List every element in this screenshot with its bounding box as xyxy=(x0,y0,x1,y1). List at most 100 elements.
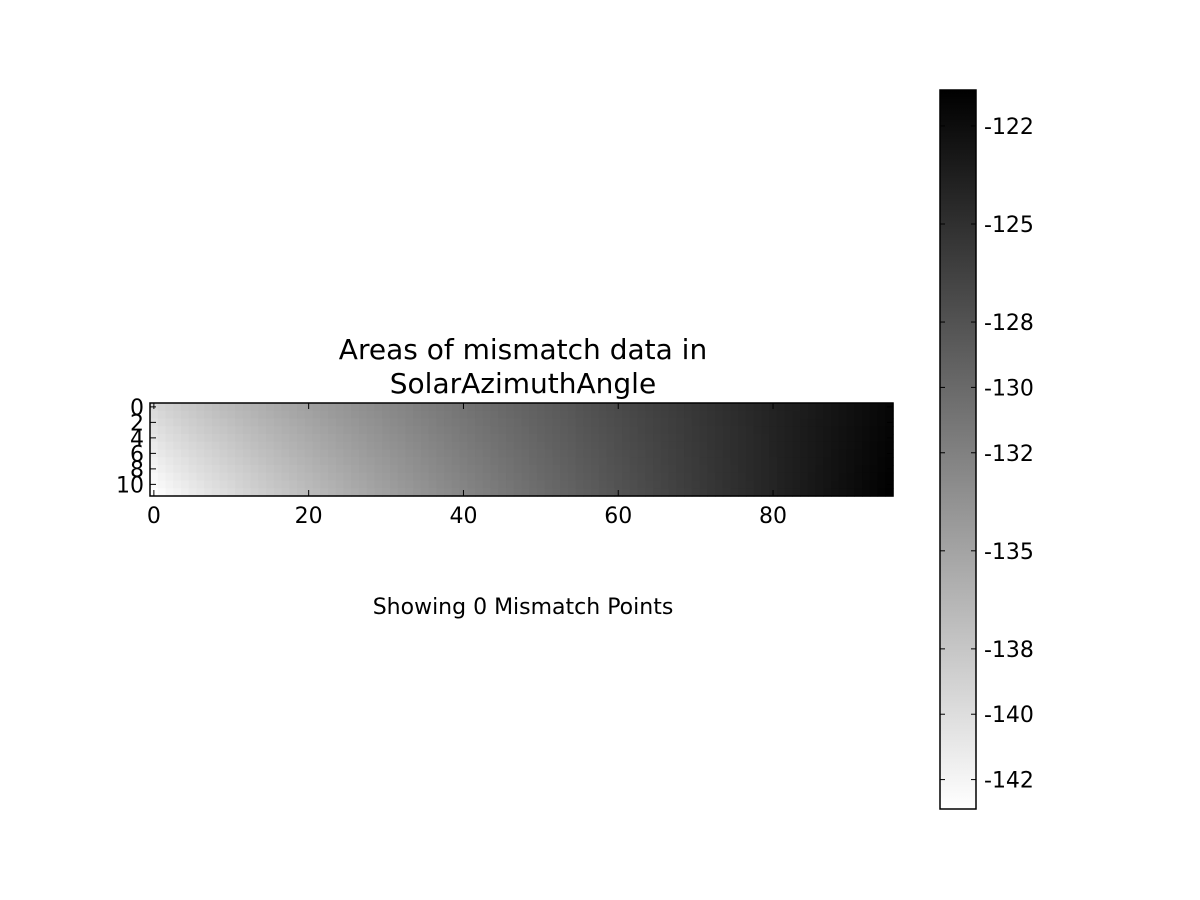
heatmap-cell xyxy=(444,449,453,458)
heatmap-cell xyxy=(823,441,832,451)
heatmap-cell xyxy=(312,434,321,443)
heatmap-cell xyxy=(691,457,701,466)
heatmap-cell xyxy=(738,465,747,474)
heatmap-cell xyxy=(676,488,685,497)
heatmap-cell xyxy=(792,472,801,482)
heatmap-cell xyxy=(451,403,461,412)
heatmap-cell xyxy=(227,434,236,443)
heatmap-cell xyxy=(258,426,267,435)
heatmap-cell xyxy=(482,418,492,427)
heatmap-cell xyxy=(219,403,228,412)
heatmap-cell xyxy=(815,403,824,412)
heatmap-cell xyxy=(622,465,631,474)
heatmap-cell xyxy=(250,488,259,497)
heatmap-cell xyxy=(451,418,461,427)
heatmap-cell xyxy=(227,410,236,420)
heatmap-cell xyxy=(475,441,484,451)
heatmap-cell xyxy=(413,449,422,458)
heatmap-cell xyxy=(242,472,252,482)
heatmap-cell xyxy=(273,434,283,443)
heatmap-cell xyxy=(211,434,221,443)
heatmap-cell xyxy=(823,410,832,420)
heatmap-cell xyxy=(513,403,523,412)
heatmap-cell xyxy=(560,403,569,412)
heatmap-cell xyxy=(552,410,561,420)
heatmap-cell xyxy=(165,434,174,443)
heatmap-cell xyxy=(668,441,677,451)
heatmap-cell xyxy=(730,488,739,497)
heatmap-cell xyxy=(219,441,228,451)
heatmap-cell xyxy=(405,418,414,427)
heatmap-cell xyxy=(490,480,499,489)
heatmap-cell xyxy=(575,434,585,443)
heatmap-cell xyxy=(459,457,468,466)
heatmap-cell xyxy=(351,426,360,435)
heatmap-cell xyxy=(281,418,290,427)
heatmap-cell xyxy=(428,410,437,420)
heatmap-cell xyxy=(583,410,592,420)
heatmap-cell xyxy=(738,480,747,489)
heatmap-cell xyxy=(219,418,228,427)
heatmap-cell xyxy=(560,441,569,451)
heatmap-cell xyxy=(614,426,623,435)
heatmap-cell xyxy=(382,410,391,420)
heatmap-cell xyxy=(490,441,499,451)
heatmap-cell xyxy=(552,480,561,489)
heatmap-cell xyxy=(320,434,329,443)
heatmap-cell xyxy=(629,434,639,443)
heatmap-cell xyxy=(242,410,252,420)
heatmap-cell xyxy=(769,426,778,435)
heatmap-cell xyxy=(451,472,461,482)
heatmap-cell xyxy=(490,465,499,474)
heatmap-cell xyxy=(591,426,600,435)
heatmap-cell xyxy=(629,457,639,466)
heatmap-cell xyxy=(467,488,476,497)
heatmap-cell xyxy=(776,434,786,443)
heatmap-cell xyxy=(776,472,786,482)
heatmap-cell xyxy=(521,457,530,466)
heatmap-cell xyxy=(157,434,167,443)
heatmap-cell xyxy=(304,426,314,435)
colorbar-tick-label: -130 xyxy=(984,376,1034,401)
heatmap-cell xyxy=(885,472,894,482)
heatmap-cell xyxy=(358,410,368,420)
heatmap-cell xyxy=(235,434,244,443)
heatmap-cell xyxy=(242,488,252,497)
heatmap-cell xyxy=(529,441,538,451)
heatmap-cell xyxy=(444,441,453,451)
heatmap-cell xyxy=(196,418,205,427)
heatmap-cell xyxy=(598,457,608,466)
heatmap-cell xyxy=(490,488,499,497)
heatmap-cell xyxy=(382,465,391,474)
heatmap-cell xyxy=(211,441,221,451)
heatmap-cell xyxy=(258,410,267,420)
heatmap-cell xyxy=(351,441,360,451)
heatmap-cell xyxy=(188,418,198,427)
heatmap-cell xyxy=(521,410,530,420)
heatmap-cell xyxy=(753,434,763,443)
heatmap-cell xyxy=(180,480,190,489)
heatmap-cell xyxy=(351,472,360,482)
heatmap-cell xyxy=(645,449,654,458)
heatmap-cell xyxy=(165,403,174,412)
heatmap-cell xyxy=(660,418,670,427)
heatmap-cell xyxy=(637,441,646,451)
heatmap-cell xyxy=(281,480,290,489)
heatmap-cell xyxy=(451,457,461,466)
heatmap-cell xyxy=(451,434,461,443)
heatmap-cell xyxy=(622,449,631,458)
heatmap-cell xyxy=(521,488,530,497)
heatmap-cell xyxy=(753,480,763,489)
heatmap-cell xyxy=(560,472,569,482)
heatmap-cell xyxy=(374,403,383,412)
heatmap-cell xyxy=(389,449,399,458)
heatmap-cell xyxy=(676,457,685,466)
heatmap-cell xyxy=(529,418,538,427)
heatmap-cell xyxy=(242,480,252,489)
heatmap-cell xyxy=(776,488,786,497)
heatmap-cell xyxy=(490,403,499,412)
heatmap-cell xyxy=(150,410,159,420)
heatmap-cell xyxy=(506,434,515,443)
heatmap-cell xyxy=(854,488,863,497)
heatmap-cell xyxy=(428,403,437,412)
